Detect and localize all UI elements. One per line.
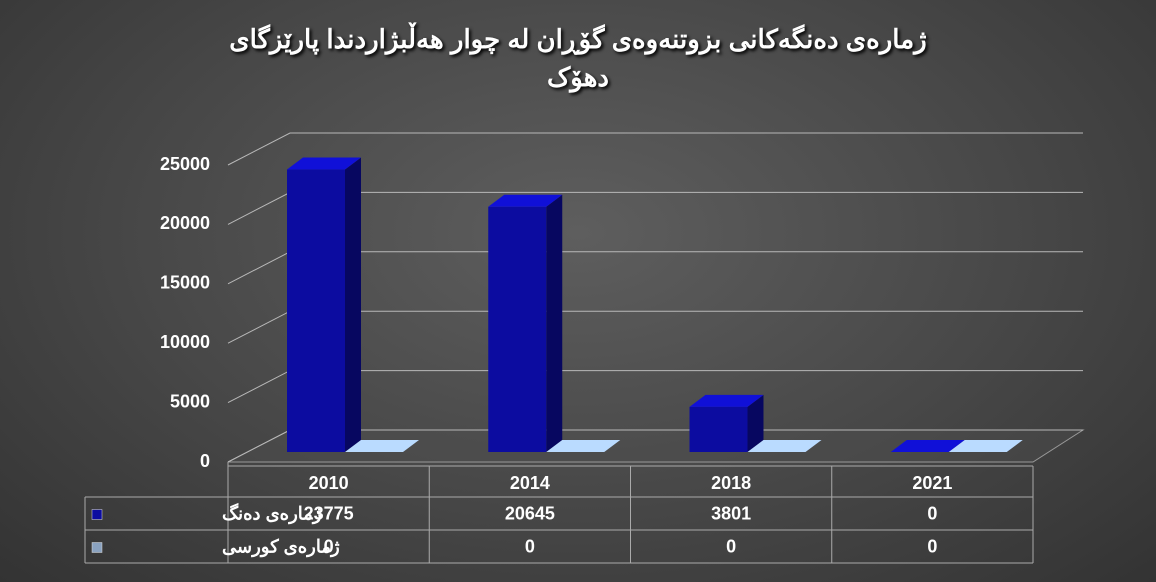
bar-top: [287, 157, 361, 170]
data-table-value: 0: [726, 536, 736, 556]
x-tick-label: 2010: [309, 473, 349, 493]
bar-top: [890, 440, 965, 452]
bar-side: [747, 394, 764, 452]
bar-side: [546, 194, 563, 452]
data-table-value: 20645: [505, 503, 555, 523]
legend-marker: [91, 542, 103, 553]
bar-top: [948, 440, 1023, 452]
y-tick-label: 5000: [170, 391, 210, 411]
bar-side: [345, 157, 361, 453]
legend-label: ژمارەی دەنگ: [222, 502, 322, 524]
bar: [689, 406, 748, 452]
x-tick-label: 2021: [912, 473, 952, 493]
x-tick-label: 2014: [510, 473, 550, 493]
data-table-value: 23775: [304, 503, 354, 523]
legend-marker: [91, 509, 103, 520]
y-tick-label: 0: [200, 451, 210, 471]
bar-top: [689, 394, 764, 407]
data-table-value: 0: [927, 503, 937, 523]
grid-line: [227, 132, 1083, 166]
bar-top: [488, 194, 563, 207]
data-table-value: 3801: [711, 503, 751, 523]
data-table-value: 0: [324, 536, 334, 556]
bar-top: [546, 440, 621, 452]
data-table-value: 0: [525, 536, 535, 556]
y-tick-label: 10000: [160, 332, 210, 352]
bar-top: [345, 440, 419, 452]
y-tick-label: 20000: [160, 213, 210, 233]
data-table-value: 0: [927, 536, 937, 556]
y-tick-label: 15000: [160, 273, 210, 293]
bar: [488, 206, 547, 452]
legend-label: ژمارەی کورسی: [222, 536, 340, 557]
x-tick-label: 2018: [711, 473, 751, 493]
bar: [287, 169, 345, 453]
bar-top: [747, 440, 822, 452]
chart-title: ژمارەی دەنگەکانی بزوتنەوەی گۆڕان لە چوار…: [229, 24, 927, 92]
y-tick-label: 25000: [160, 154, 210, 174]
